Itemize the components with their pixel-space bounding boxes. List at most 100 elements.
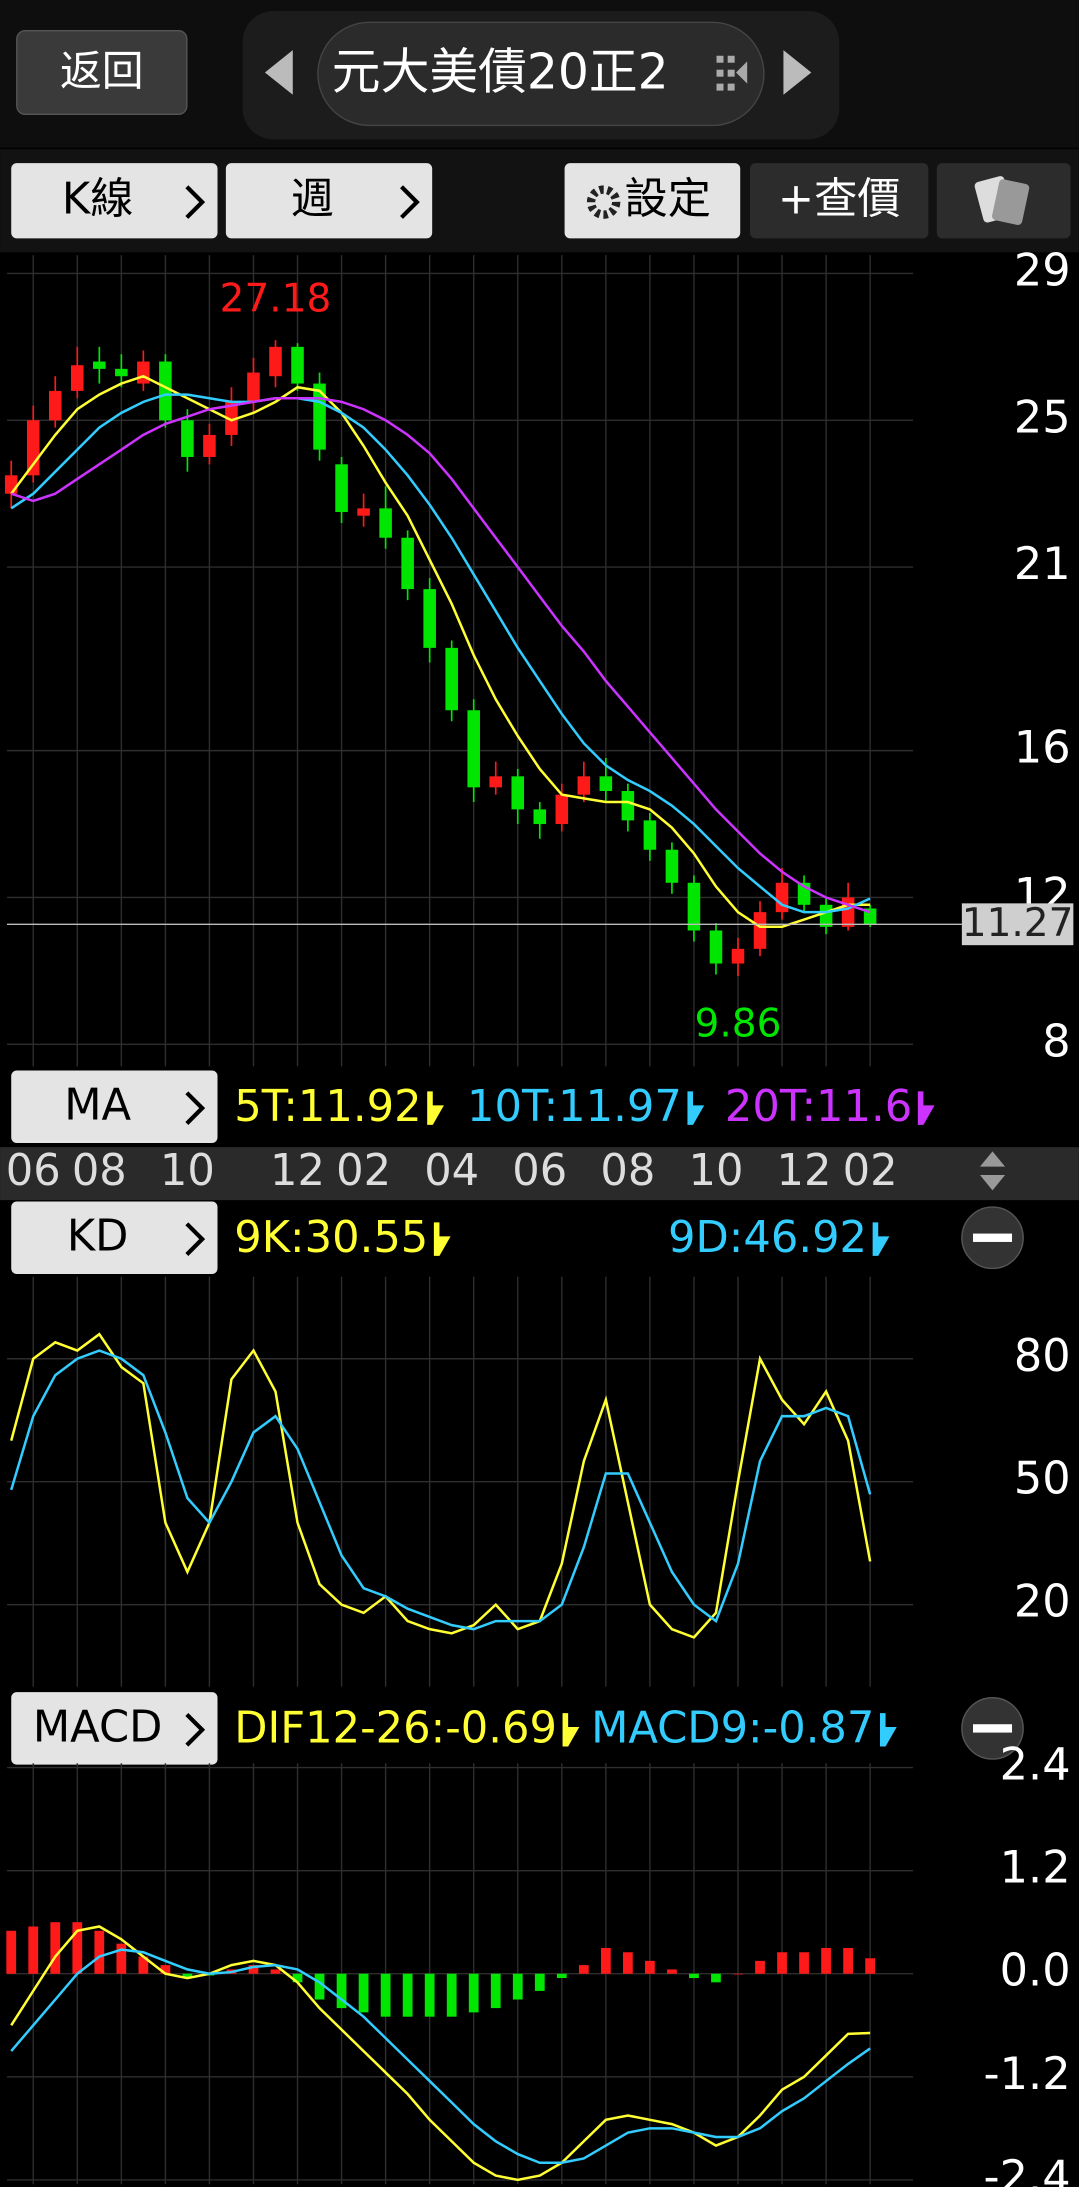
- x-tick-label: 02: [336, 1146, 391, 1196]
- ma-button[interactable]: [11, 1070, 218, 1143]
- y-tick-label: 20: [1014, 1576, 1071, 1628]
- candle-body: [775, 882, 789, 913]
- back-button[interactable]: [16, 29, 188, 115]
- candle-body: [841, 897, 855, 927]
- indicator-line: [10, 396, 871, 914]
- histogram-bar: [689, 1973, 699, 1979]
- candle-body: [467, 710, 480, 788]
- histogram-bar: [711, 1973, 721, 1983]
- histogram-bar: [402, 1973, 413, 2017]
- candle-body: [621, 791, 635, 821]
- histogram-bar: [600, 1947, 611, 1974]
- histogram-bar: [667, 1969, 677, 1974]
- y-tick-label: 25: [1014, 391, 1071, 443]
- histogram-bar: [28, 1926, 39, 1974]
- legend-entry: 9K:30.55: [234, 1213, 428, 1263]
- candle-body: [731, 948, 745, 964]
- candle-body: [819, 904, 833, 927]
- indicator-line: [10, 1349, 872, 1631]
- y-tick-label: 8: [1042, 1015, 1070, 1067]
- prev-arrow[interactable]: [264, 50, 293, 95]
- candle-body: [115, 368, 128, 377]
- candle-body: [225, 401, 238, 435]
- next-arrow[interactable]: [783, 50, 812, 95]
- candle-body: [269, 346, 282, 377]
- legend-entry: 9D:46.92: [668, 1213, 867, 1263]
- x-tick-label: 08: [72, 1146, 127, 1196]
- histogram-bar: [622, 1952, 633, 1974]
- title-pill[interactable]: [317, 21, 765, 127]
- period-button[interactable]: [225, 163, 433, 239]
- histogram-bar: [160, 1965, 171, 1974]
- candle-body: [4, 475, 18, 494]
- y-tick-label: 21: [1014, 538, 1071, 590]
- legend-entry: 20T:11.6: [725, 1082, 912, 1132]
- x-tick-label: 12: [777, 1146, 832, 1196]
- macd-button[interactable]: [11, 1692, 218, 1765]
- candle-body: [291, 346, 304, 384]
- indicator-line: [10, 393, 871, 914]
- histogram-bar: [72, 1922, 83, 1974]
- resize-down[interactable]: [979, 1175, 1006, 1191]
- last-price-label: 11.27: [962, 901, 1074, 946]
- x-axis-band: [0, 1147, 1079, 1201]
- legend-entry: 10T:11.97: [467, 1082, 682, 1132]
- stock-title: 元大美債20正2: [332, 43, 669, 100]
- candle-body: [357, 508, 370, 516]
- histogram-bar: [94, 1930, 105, 1974]
- candle-body: [93, 361, 106, 369]
- settings-button[interactable]: [564, 163, 741, 239]
- histogram-bar: [6, 1930, 17, 1974]
- histogram-bar: [512, 1973, 523, 2000]
- x-tick-label: 06: [512, 1146, 567, 1196]
- candle-body: [665, 849, 679, 883]
- histogram-bar: [755, 1960, 765, 1974]
- ma-label: MA: [64, 1081, 131, 1131]
- x-tick-label: 10: [160, 1146, 215, 1196]
- rotate-icon: [974, 176, 1030, 225]
- histogram-bar: [468, 1973, 479, 2013]
- x-tick-label: 08: [600, 1146, 655, 1196]
- quote-button[interactable]: [749, 163, 929, 239]
- candle-body: [181, 420, 194, 457]
- histogram-bar: [821, 1947, 831, 1974]
- histogram-bar: [490, 1973, 501, 2009]
- candle-body: [26, 420, 40, 476]
- candle-body: [533, 809, 547, 825]
- histogram-bar: [578, 1965, 589, 1974]
- legend-arrow: [687, 1091, 705, 1125]
- minus-icon: [972, 1724, 1013, 1733]
- legend-arrow: [427, 1091, 444, 1125]
- candle-body: [247, 372, 260, 402]
- candle-body: [577, 776, 591, 795]
- indicator-line: [10, 1925, 871, 2182]
- y-tick-label: -1.2: [984, 2048, 1071, 2100]
- minus-icon: [972, 1233, 1013, 1242]
- chevron: [185, 1222, 206, 1256]
- gear-icon: [586, 185, 621, 219]
- histogram-bar: [799, 1952, 809, 1974]
- histogram-bar: [556, 1973, 567, 1979]
- legend-arrow: [872, 1222, 890, 1256]
- legend-arrow: [879, 1713, 897, 1747]
- histogram-bar: [50, 1922, 61, 1974]
- candle-body: [511, 776, 525, 810]
- histogram-bar: [270, 1969, 281, 1974]
- y-tick-label: 16: [1014, 722, 1071, 774]
- histogram-bar: [182, 1973, 193, 1979]
- y-tick-label: 29: [1014, 244, 1071, 296]
- macd-label: MACD: [33, 1702, 163, 1752]
- candle-body: [599, 776, 613, 792]
- histogram-bar: [292, 1973, 303, 1983]
- chevron: [185, 185, 206, 219]
- kline-button[interactable]: [11, 163, 218, 239]
- kd-button[interactable]: [11, 1201, 218, 1275]
- histogram-bar: [733, 1973, 743, 1975]
- candle-body: [643, 820, 657, 850]
- x-tick-label: 06: [6, 1146, 61, 1196]
- candle-body: [401, 537, 414, 590]
- resize-up[interactable]: [979, 1151, 1006, 1167]
- last-price-box: [961, 903, 1074, 946]
